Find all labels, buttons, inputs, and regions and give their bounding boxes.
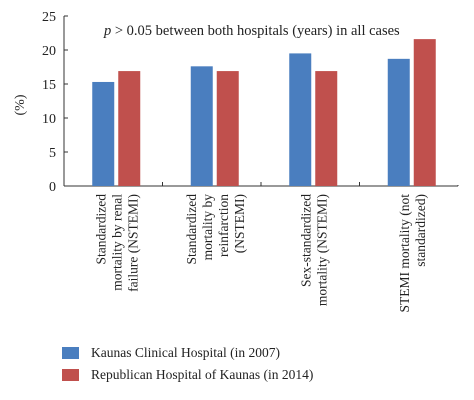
- y-tick-label-15: 15: [42, 78, 56, 93]
- category-label-1-line-0: Standardized: [184, 194, 199, 265]
- legend-swatch-republican: [62, 369, 79, 381]
- annotation-p: p: [103, 23, 111, 39]
- legend-item-kaunas-clinical: Kaunas Clinical Hospital (in 2007): [62, 342, 313, 364]
- legend-item-republican: Republican Hospital of Kaunas (in 2014): [62, 364, 313, 386]
- bar-republican-0: [118, 71, 141, 186]
- y-axis-label: (%): [13, 94, 28, 115]
- annotation-rest: > 0.05 between both hospitals (years) in…: [111, 23, 400, 39]
- category-label-0-line-1: mortality by renal: [109, 194, 124, 291]
- bar-kaunas-clinical-1: [190, 66, 213, 186]
- significance-annotation: p > 0.05 between both hospitals (years) …: [103, 23, 400, 39]
- bar-kaunas-clinical-2: [289, 53, 312, 187]
- y-tick-label-25: 25: [42, 10, 56, 25]
- bar-republican-1: [216, 71, 239, 186]
- category-label-0-line-0: Standardized: [93, 194, 108, 265]
- plot-area: 0 5 10 15 20 25 (%) p > 0.05 between both hospi…: [13, 10, 459, 313]
- category-label-1-line-3: (NSTEMI): [232, 194, 247, 253]
- y-tick-label-5: 5: [49, 146, 56, 161]
- bar-republican-3: [413, 39, 436, 187]
- legend-label-republican: Republican Hospital of Kaunas (in 2014): [91, 367, 314, 382]
- category-label-1-line-1: mortality by: [200, 194, 215, 261]
- category-label-0-line-2: failure (NSTEMI): [125, 194, 140, 292]
- bar-kaunas-clinical-3: [387, 58, 410, 187]
- category-label-1-line-2: reinfarction: [216, 194, 231, 257]
- bar-republican-2: [315, 71, 338, 186]
- y-tick-label-20: 20: [42, 44, 56, 59]
- bar-kaunas-clinical-0: [92, 81, 115, 186]
- legend-label-kaunas-clinical: Kaunas Clinical Hospital (in 2007): [91, 345, 280, 360]
- y-tick-label-0: 0: [49, 180, 56, 195]
- legend-swatch-kaunas-clinical: [62, 347, 79, 359]
- category-label-3-line-0: STEMI mortality (not: [397, 194, 412, 313]
- category-label-3-line-1: standardized): [413, 194, 428, 267]
- category-label-2-line-0: Sex-standardized: [298, 194, 313, 287]
- legend: Kaunas Clinical Hospital (in 2007) Repub…: [62, 342, 313, 386]
- y-tick-label-10: 10: [42, 112, 56, 127]
- category-label-2-line-1: mortality (NSTEMI): [314, 194, 329, 306]
